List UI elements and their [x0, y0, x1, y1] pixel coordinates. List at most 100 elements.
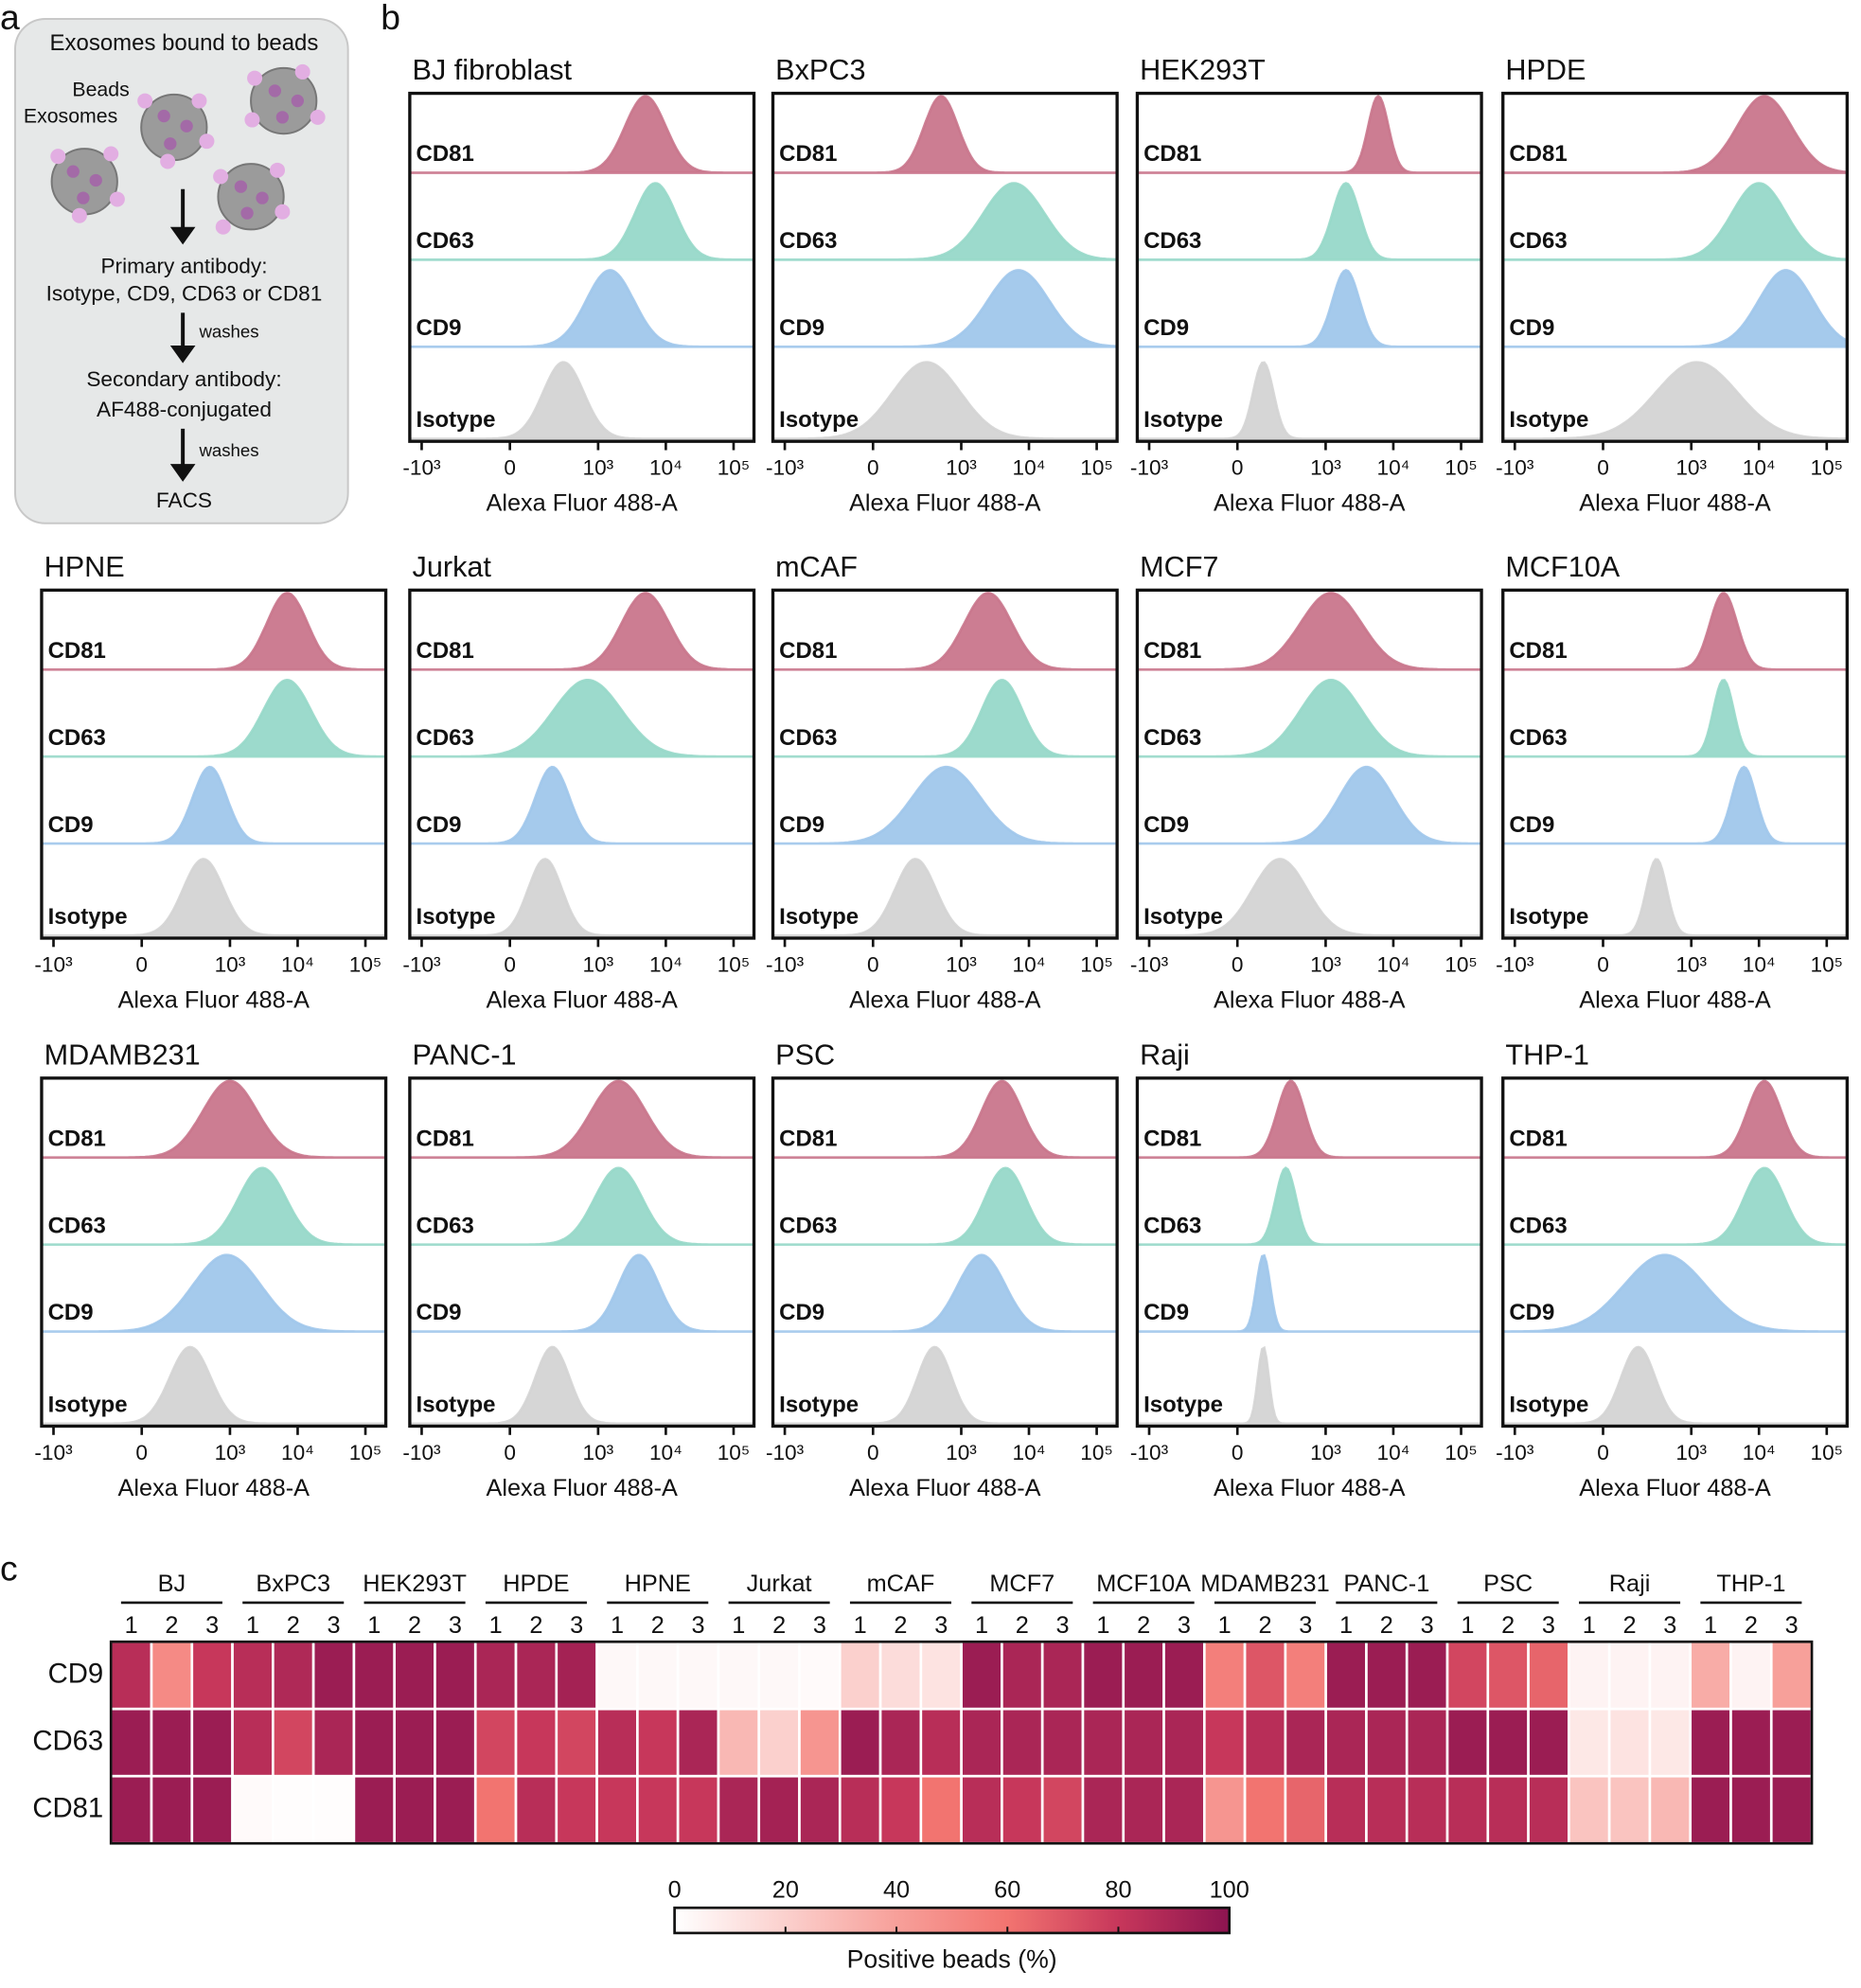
x-tick-label: -10³ — [402, 455, 441, 479]
heatmap-cell — [1324, 1707, 1368, 1778]
exosome — [191, 93, 207, 109]
group-label: Raji — [1609, 1571, 1651, 1597]
marker-label: CD81 — [779, 638, 837, 664]
replicate-label: 2 — [651, 1612, 665, 1639]
x-tick-label: 10⁵ — [1080, 455, 1113, 479]
marker-label: Isotype — [48, 1392, 128, 1417]
panel-title: Jurkat — [413, 551, 492, 583]
replicate-label: 3 — [1785, 1612, 1799, 1639]
marker-label: CD63 — [48, 1213, 106, 1238]
histogram-curve — [1502, 765, 1848, 845]
histogram-curve — [409, 95, 754, 174]
exosome — [294, 63, 310, 80]
x-tick-label: 10⁴ — [1743, 455, 1776, 479]
x-tick-label: 10⁴ — [1743, 952, 1776, 976]
replicate-label: 3 — [1056, 1612, 1070, 1639]
heatmap-cell — [1001, 1640, 1044, 1711]
histogram-curve — [772, 1079, 1118, 1160]
histogram-curve — [409, 182, 754, 261]
histogram-curve — [772, 361, 1118, 440]
marker-label: CD9 — [779, 812, 824, 838]
heatmap-cell — [717, 1640, 761, 1711]
x-tick-label: 10⁴ — [649, 1441, 682, 1464]
panel-frame — [40, 588, 388, 940]
histogram-curve — [41, 592, 386, 671]
heatmap-cell — [1769, 1640, 1814, 1711]
histogram-curve — [41, 858, 386, 937]
panel-frame — [1501, 1076, 1850, 1429]
heatmap-cell — [352, 1707, 397, 1778]
heatmap-frame — [109, 1640, 1814, 1845]
exosomes-outer — [50, 63, 326, 235]
panel-label: b — [381, 0, 400, 37]
histogram-curve — [41, 678, 386, 758]
replicate-label: 1 — [125, 1612, 138, 1639]
exosome — [103, 146, 119, 162]
histogram-curve — [772, 269, 1119, 348]
x-axis-label: Alexa Fluor 488-A — [1214, 489, 1406, 516]
x-tick-label: 10⁴ — [1013, 455, 1046, 479]
heatmap-cell — [109, 1707, 153, 1778]
x-tick-label: 10⁵ — [1811, 455, 1844, 479]
heatmap-cell — [595, 1707, 639, 1778]
heatmap-cell — [838, 1640, 882, 1711]
panel-frame — [408, 91, 756, 443]
marker-label: CD81 — [48, 638, 106, 664]
marker-label: CD81 — [417, 1126, 474, 1151]
heatmap-cell — [1243, 1640, 1287, 1711]
heatmap-cell — [676, 1707, 720, 1778]
colorbar-tick-label: 0 — [668, 1877, 682, 1904]
x-tick-label: -10³ — [766, 952, 805, 976]
x-axis-label: Alexa Fluor 488-A — [1579, 1475, 1771, 1501]
x-tick-label: 0 — [1232, 952, 1244, 976]
heatmap-cell — [190, 1707, 234, 1778]
exosome — [164, 137, 177, 151]
heatmap-cell — [1324, 1640, 1368, 1711]
histogram-panel: mCAF CD81 CD63 CD9 Isotype -10³ 0 10³ 10⁴ 10⁵ Alex… — [766, 551, 1119, 1013]
replicate-label: 1 — [1461, 1612, 1474, 1639]
group-label: HPDE — [503, 1571, 569, 1597]
x-tick-label: 0 — [135, 952, 148, 976]
heatmap-cell — [272, 1640, 315, 1711]
x-tick-label: 10⁴ — [1743, 1441, 1776, 1464]
replicate-label: 3 — [570, 1612, 583, 1639]
replicate-label: 3 — [1663, 1612, 1676, 1639]
marker-label: Isotype — [417, 1392, 496, 1417]
x-tick-label: -10³ — [766, 1441, 805, 1464]
exosome — [256, 191, 269, 204]
x-tick-label: 10³ — [1675, 952, 1707, 976]
bead — [217, 163, 285, 231]
heatmap-cell — [798, 1774, 842, 1845]
heatmap-cell — [636, 1774, 680, 1845]
heatmap-cell — [636, 1707, 680, 1778]
x-tick-label: -10³ — [766, 455, 805, 479]
histogram-curve — [41, 765, 386, 845]
exosome — [275, 111, 290, 124]
marker-label: Isotype — [417, 407, 496, 433]
x-tick-label: 10⁴ — [281, 1441, 314, 1464]
heatmap-cell — [473, 1707, 518, 1778]
marker-label: CD9 — [417, 315, 462, 341]
histogram-curve — [1502, 95, 1849, 174]
x-tick-label: 10⁴ — [649, 952, 682, 976]
marker-label: CD9 — [417, 1300, 462, 1325]
heatmap-cell — [1689, 1640, 1732, 1711]
row-label: CD63 — [32, 1725, 103, 1756]
exosome — [66, 165, 80, 178]
heatmap-cell — [798, 1640, 842, 1711]
marker-label: Isotype — [1143, 904, 1223, 930]
histogram-curve — [409, 269, 754, 348]
panel-title: mCAF — [775, 551, 858, 583]
heatmap-cell — [676, 1774, 720, 1845]
x-axis-label: Alexa Fluor 488-A — [849, 489, 1041, 516]
replicate-label: 2 — [1622, 1612, 1636, 1639]
exosome — [137, 93, 153, 109]
histogram-curve — [772, 1166, 1118, 1246]
histogram-curve — [1137, 592, 1482, 671]
replicate-label: 3 — [1178, 1612, 1191, 1639]
heatmap-cell — [434, 1707, 477, 1778]
marker-label: CD63 — [1143, 228, 1201, 254]
heatmap-cell — [272, 1774, 315, 1845]
heatmap-cell — [1162, 1774, 1206, 1845]
